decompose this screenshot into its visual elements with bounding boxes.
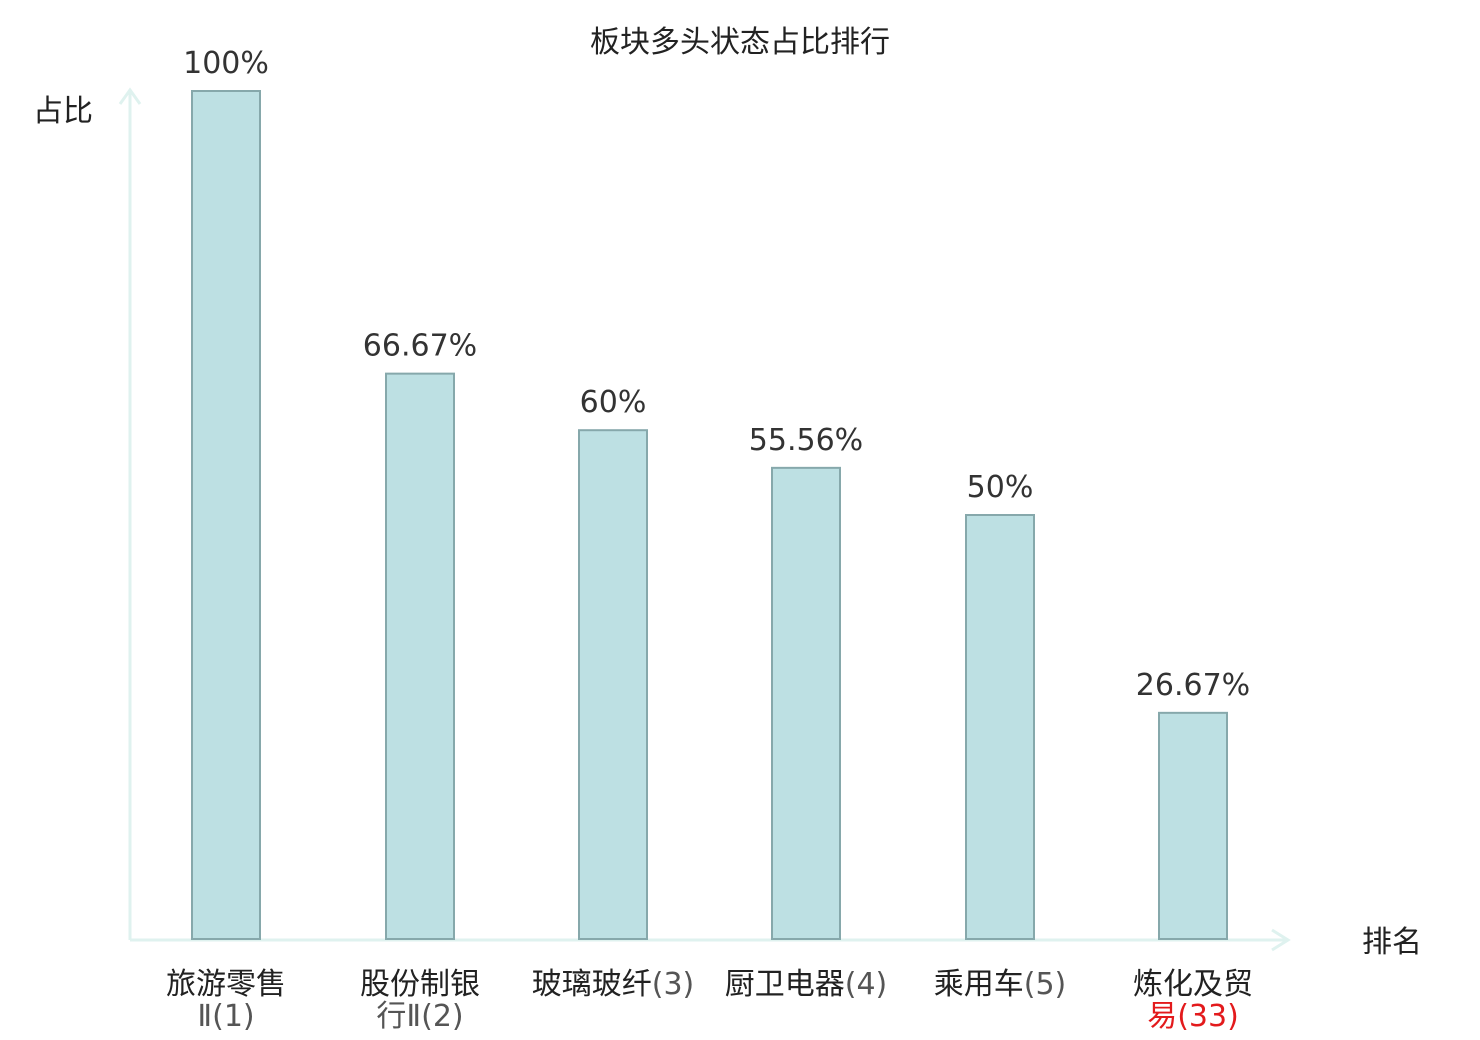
category-label-5: 乘用车(5) <box>934 967 1067 1002</box>
category-label-4-rank: (4) <box>845 967 888 1002</box>
x-axis-arrow <box>1271 928 1291 952</box>
chart-title: 板块多头状态占比排行 <box>590 25 890 60</box>
category-label-1-text: 旅游零售 <box>166 967 286 1002</box>
value-label-4: 55.56% <box>749 423 863 458</box>
bar-1 <box>191 90 261 940</box>
bar-5 <box>965 514 1035 940</box>
category-label-2-text: 股份制银 <box>360 967 480 1002</box>
category-label-2-line2: 行Ⅱ(2) <box>376 999 463 1034</box>
category-label-6-text: 炼化及贸 <box>1133 967 1253 1002</box>
category-label-1-rank: (1) <box>212 999 255 1034</box>
category-label-2-line2-text: 行Ⅱ <box>376 999 421 1034</box>
category-label-3-text: 玻璃玻纤 <box>532 967 652 1002</box>
category-label-3: 玻璃玻纤(3) <box>532 967 695 1002</box>
category-label-1: 旅游零售 <box>166 967 286 1002</box>
axes <box>118 87 1291 952</box>
value-label-1: 100% <box>183 46 269 81</box>
y-axis-label: 占比 <box>33 94 93 129</box>
category-label-6-line2-text: 易 <box>1147 999 1177 1034</box>
bar-3 <box>578 429 648 940</box>
x-axis-label: 排名 <box>1362 925 1422 960</box>
bar-2 <box>385 372 455 940</box>
bar-6 <box>1158 711 1228 940</box>
y-axis-arrow <box>118 87 142 105</box>
category-label-4-text: 厨卫电器 <box>725 967 845 1002</box>
category-label-6-rank: (33) <box>1177 999 1239 1034</box>
category-label-5-text: 乘用车 <box>934 967 1024 1002</box>
category-label-3-rank: (3) <box>652 967 695 1002</box>
bar-4 <box>771 466 841 940</box>
value-label-6: 26.67% <box>1136 668 1250 703</box>
category-label-5-rank: (5) <box>1024 967 1067 1002</box>
category-label-6-line2: 易(33) <box>1147 999 1239 1034</box>
category-label-1-line2-text: Ⅱ <box>197 999 212 1034</box>
category-label-2-rank: (2) <box>421 999 464 1034</box>
category-label-2: 股份制银 <box>360 967 480 1002</box>
value-labels-group: 100% 66.67% 60% 55.56% 50% 26.67% <box>183 46 1250 703</box>
value-label-2: 66.67% <box>363 329 477 364</box>
value-label-5: 50% <box>967 470 1034 505</box>
category-label-4: 厨卫电器(4) <box>725 967 888 1002</box>
value-label-3: 60% <box>580 385 647 420</box>
category-label-1-line2: Ⅱ(1) <box>197 999 254 1034</box>
bars-group <box>191 90 1228 940</box>
category-label-6: 炼化及贸 <box>1133 967 1253 1002</box>
